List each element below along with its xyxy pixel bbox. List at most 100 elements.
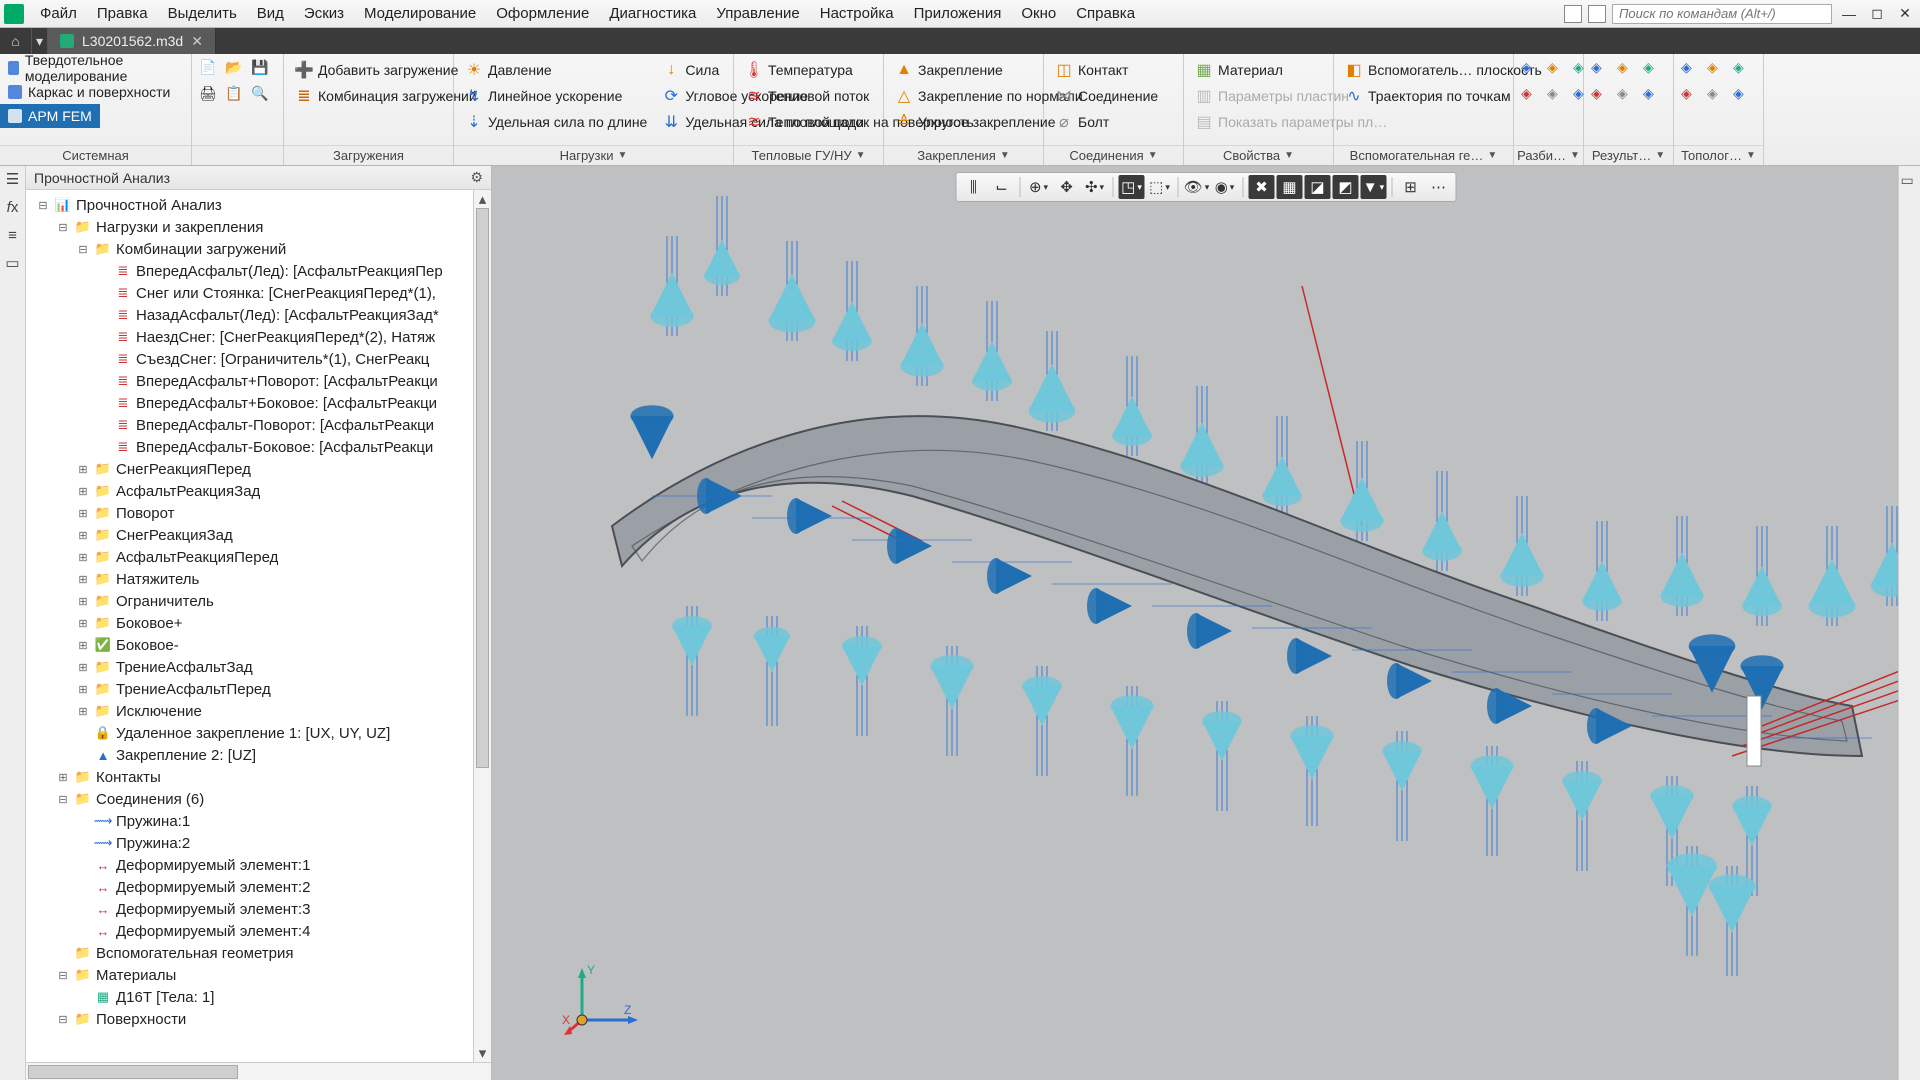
grid-ic[interactable]: ◈ — [1590, 84, 1612, 106]
tree-row[interactable]: 📁Вспомогательная геометрия — [30, 942, 489, 964]
cmd-Давление[interactable]: ☀Давление — [460, 58, 651, 82]
quick-🖨[interactable]: 🖨 — [198, 84, 220, 106]
tree-row[interactable]: ≣ВпередАсфальт+Поворот: [АсфальтРеакци — [30, 370, 489, 392]
grid-ic[interactable]: ◈ — [1680, 84, 1702, 106]
tab-icon[interactable]: ▭ — [4, 254, 22, 272]
view-btn[interactable]: ⊕▾ — [1026, 175, 1052, 199]
view-btn[interactable]: ⫼ — [961, 175, 987, 199]
grid-ic[interactable]: ◈ — [1520, 84, 1542, 106]
tree-row[interactable]: ≣ВпередАсфальт+Боковое: [АсфальтРеакци — [30, 392, 489, 414]
fx-icon[interactable]: fx — [4, 198, 22, 216]
grid-ic[interactable]: ◈ — [1706, 58, 1728, 80]
view-btn[interactable]: ✖ — [1249, 175, 1275, 199]
menu-Диагностика[interactable]: Диагностика — [599, 1, 706, 26]
menu-Эскиз[interactable]: Эскиз — [294, 1, 354, 26]
layout-icon-2[interactable] — [1588, 5, 1606, 23]
tree-row[interactable]: ≣ВпередАсфальт-Боковое: [АсфальтРеакци — [30, 436, 489, 458]
grid-ic[interactable]: ◈ — [1520, 58, 1542, 80]
menu-Файл[interactable]: Файл — [30, 1, 87, 26]
grid-ic[interactable]: ◈ — [1642, 84, 1664, 106]
view-btn[interactable]: ◪ — [1305, 175, 1331, 199]
tree-row[interactable]: ↔Деформируемый элемент:1 — [30, 854, 489, 876]
view-btn[interactable]: ◳▾ — [1119, 175, 1145, 199]
view-btn[interactable]: ⬚▾ — [1147, 175, 1173, 199]
3d-viewport[interactable]: ⫼⌙⊕▾✥✣▾◳▾⬚▾👁▾◉▾✖▦◪◩▼▾⊞⋯ Y Z X — [492, 166, 1920, 1080]
quick-💾[interactable]: 💾 — [250, 58, 272, 80]
menu-Окно[interactable]: Окно — [1011, 1, 1066, 26]
menu-Выделить[interactable]: Выделить — [158, 1, 247, 26]
quick-📂[interactable]: 📂 — [224, 58, 246, 80]
view-btn[interactable]: 👁▾ — [1184, 175, 1210, 199]
window-close[interactable]: ✕ — [1894, 6, 1916, 22]
cmd-Линейное ускорение[interactable]: ↯Линейное ускорение — [460, 84, 651, 108]
cmd-Соединение[interactable]: ⋈Соединение — [1050, 84, 1162, 108]
tree-row[interactable]: ⊞📁СнегРеакцияПеред — [30, 458, 489, 480]
home-button[interactable]: ⌂ — [0, 28, 32, 54]
tree-row[interactable]: ⊞📁Контакты — [30, 766, 489, 788]
tree-row[interactable]: ⊞📁ТрениеАсфальтЗад — [30, 656, 489, 678]
quick-🔍[interactable]: 🔍 — [250, 84, 272, 106]
menu-Правка[interactable]: Правка — [87, 1, 158, 26]
menu-Приложения[interactable]: Приложения — [904, 1, 1012, 26]
quick-📋[interactable]: 📋 — [224, 84, 246, 106]
tree-row[interactable]: ▦Д16Т [Тела: 1] — [30, 986, 489, 1008]
tree-row[interactable]: ⊟📊Прочностной Анализ — [30, 194, 489, 216]
window-maximize[interactable]: ◻ — [1866, 6, 1888, 22]
tree-row[interactable]: ⊞📁Ограничитель — [30, 590, 489, 612]
menu-Вид[interactable]: Вид — [247, 1, 294, 26]
view-btn[interactable]: ⋯ — [1426, 175, 1452, 199]
list-icon[interactable]: ≡ — [4, 226, 22, 244]
quick-📄[interactable]: 📄 — [198, 58, 220, 80]
menu-Управление[interactable]: Управление — [706, 1, 809, 26]
model-tree[interactable]: ▴▾ ⊟📊Прочностной Анализ⊟📁Нагрузки и закр… — [26, 190, 491, 1062]
mode-Твердотельное моделирование[interactable]: Твердотельное моделирование — [0, 56, 191, 80]
tree-row[interactable]: ⊞✅Боковое- — [30, 634, 489, 656]
tree-hscroll[interactable] — [26, 1062, 491, 1080]
grid-ic[interactable]: ◈ — [1546, 58, 1568, 80]
window-minimize[interactable]: — — [1838, 6, 1860, 22]
cmd-Удельная сила по длине[interactable]: ⇣Удельная сила по длине — [460, 110, 651, 134]
tree-vscroll[interactable]: ▴▾ — [473, 190, 491, 1062]
tree-row[interactable]: ↔Деформируемый элемент:4 — [30, 920, 489, 942]
tree-row[interactable]: ⊞📁СнегРеакцияЗад — [30, 524, 489, 546]
menu-Моделирование[interactable]: Моделирование — [354, 1, 486, 26]
home-dropdown[interactable]: ▾ — [32, 28, 48, 54]
menu-Оформление[interactable]: Оформление — [486, 1, 599, 26]
cmd-Добавить загружение[interactable]: ➕Добавить загружение — [290, 58, 481, 82]
tree-row[interactable]: ⊞📁Натяжитель — [30, 568, 489, 590]
tree-row[interactable]: ≣НазадАсфальт(Лед): [АсфальтРеакцияЗад* — [30, 304, 489, 326]
menu-Справка[interactable]: Справка — [1066, 1, 1145, 26]
cmd-Болт[interactable]: ⌀Болт — [1050, 110, 1162, 134]
tree-row[interactable]: ⊟📁Нагрузки и закрепления — [30, 216, 489, 238]
grid-ic[interactable]: ◈ — [1616, 84, 1638, 106]
right-tool-1[interactable]: ▭ — [1901, 172, 1919, 190]
view-btn[interactable]: ▼▾ — [1361, 175, 1387, 199]
tree-row[interactable]: ⊟📁Соединения (6) — [30, 788, 489, 810]
grid-ic[interactable]: ◈ — [1616, 58, 1638, 80]
cmd-Контакт[interactable]: ◫Контакт — [1050, 58, 1162, 82]
tree-row[interactable]: ⊞📁ТрениеАсфальтПеред — [30, 678, 489, 700]
view-btn[interactable]: ▦ — [1277, 175, 1303, 199]
view-btn[interactable]: ⊞ — [1398, 175, 1424, 199]
tree-row[interactable]: ⊟📁Комбинации загружений — [30, 238, 489, 260]
tree-row[interactable]: ⊞📁Поворот — [30, 502, 489, 524]
grid-ic[interactable]: ◈ — [1546, 84, 1568, 106]
view-btn[interactable]: ◩ — [1333, 175, 1359, 199]
tree-row[interactable]: ⟿Пружина:2 — [30, 832, 489, 854]
grid-ic[interactable]: ◈ — [1706, 84, 1728, 106]
tree-row[interactable]: ⊟📁Материалы — [30, 964, 489, 986]
tree-row[interactable]: ⊞📁Боковое+ — [30, 612, 489, 634]
tree-row[interactable]: ⊞📁АсфальтРеакцияПеред — [30, 546, 489, 568]
panel-settings-icon[interactable]: ⚙ — [470, 169, 483, 186]
tree-row[interactable]: ⊞📁АсфальтРеакцияЗад — [30, 480, 489, 502]
grid-ic[interactable]: ◈ — [1732, 58, 1754, 80]
grid-ic[interactable]: ◈ — [1680, 58, 1702, 80]
grid-ic[interactable]: ◈ — [1642, 58, 1664, 80]
menu-Настройка[interactable]: Настройка — [810, 1, 904, 26]
tree-row[interactable]: ⊞📁Исключение — [30, 700, 489, 722]
tree-row[interactable]: ⟿Пружина:1 — [30, 810, 489, 832]
tree-row[interactable]: ↔Деформируемый элемент:2 — [30, 876, 489, 898]
command-search[interactable] — [1612, 4, 1832, 24]
tree-row[interactable]: ≣ВпередАсфальт(Лед): [АсфальтРеакцияПер — [30, 260, 489, 282]
tree-row[interactable]: ⊟📁Поверхности — [30, 1008, 489, 1030]
